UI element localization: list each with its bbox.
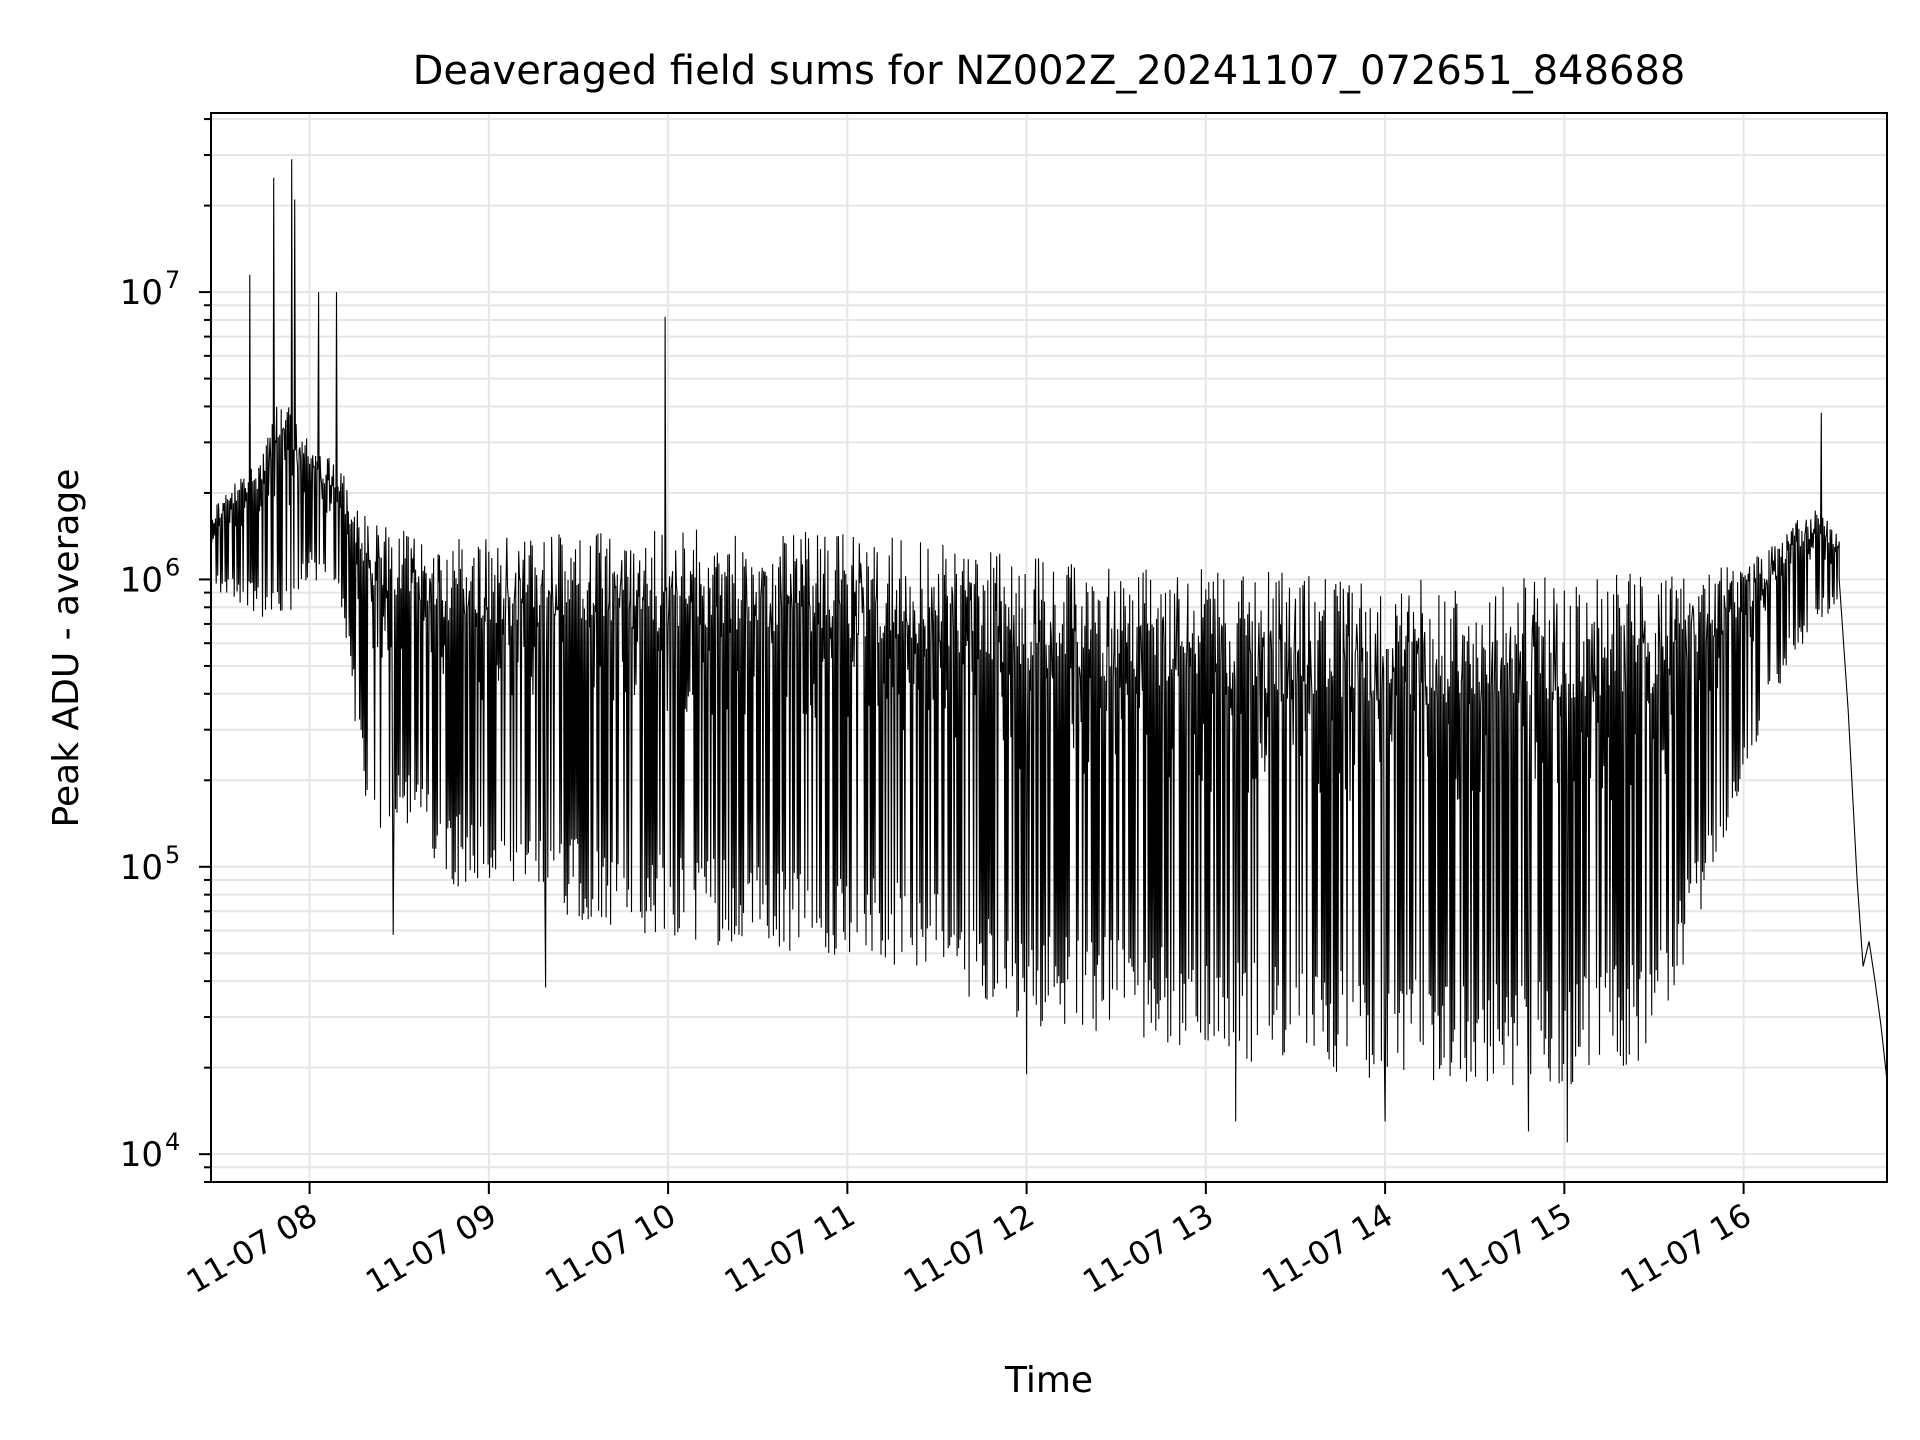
x-axis-label: Time [1004,1360,1093,1401]
chart-title: Deaveraged field sums for NZ002Z_2024110… [413,48,1686,94]
y-tick-label: 10 [120,848,163,888]
plot-frame [210,112,1888,1183]
y-tick-label-exponent: 4 [165,1128,180,1156]
y-tick-label-exponent: 6 [165,553,180,581]
y-tick-label: 10 [120,1135,163,1175]
plot-area [211,159,1887,1143]
y-tick-label: 10 [120,560,163,600]
y-tick-label-exponent: 7 [165,266,180,294]
y-tick-label: 10 [120,273,163,313]
y-axis-label: Peak ADU - average [46,469,87,828]
series-line [211,159,1887,1143]
y-tick-label-exponent: 5 [165,841,180,869]
